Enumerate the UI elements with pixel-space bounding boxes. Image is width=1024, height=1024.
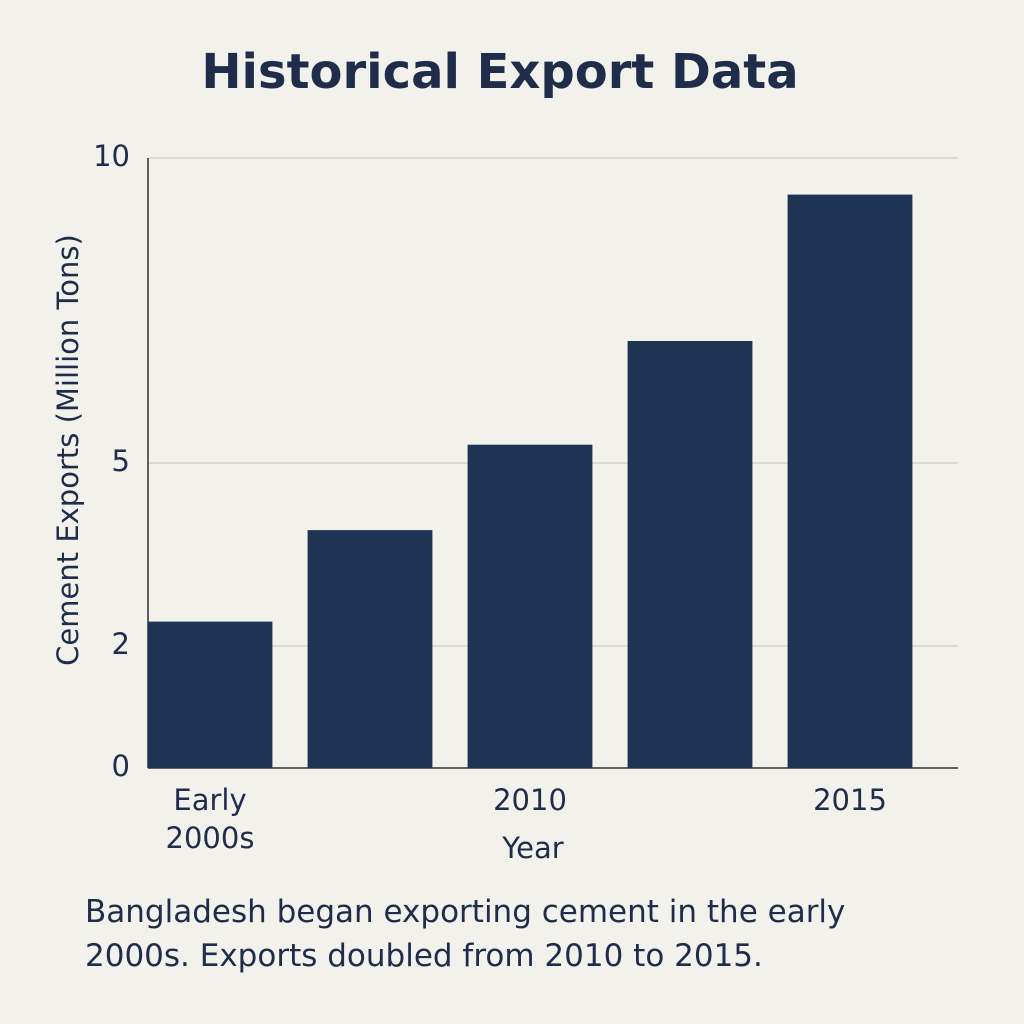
bar [307,530,433,768]
x-tick-label: 2010 [493,783,567,817]
y-tick-label: 10 [93,139,130,173]
caption: Bangladesh began exporting cement in the… [85,894,846,974]
y-tick-label: 2 [112,627,130,661]
bar [147,621,273,768]
bar [787,194,913,769]
y-tick-label: 5 [112,444,130,478]
y-tick-label: 0 [112,749,130,783]
x-tick-label: Early 2000s [165,783,255,855]
x-tick-label: 2015 [813,783,887,817]
bar [467,444,593,768]
bar [627,341,753,768]
y-axis-label: Cement Exports (Million Tons) [51,234,85,666]
x-axis-label: Year [501,831,563,865]
chart-title: Historical Export Data [201,44,798,100]
